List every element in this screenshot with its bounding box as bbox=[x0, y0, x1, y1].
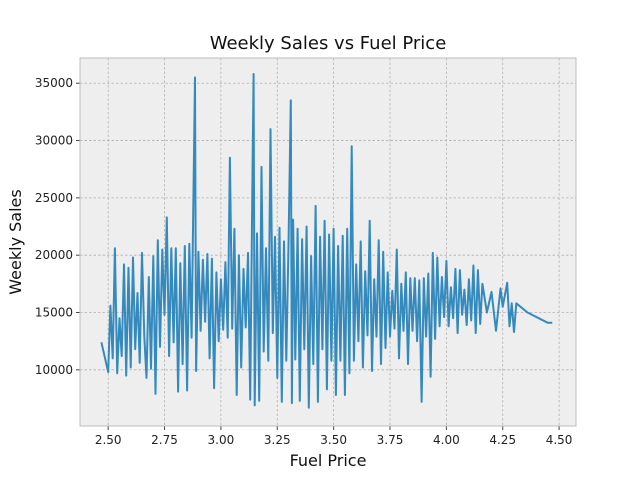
y-tick-label: 15000 bbox=[35, 306, 73, 320]
x-tick-label: 4.25 bbox=[489, 433, 516, 447]
y-axis-ticks: 10000 15000 20000 25000 30000 35000 bbox=[35, 76, 80, 377]
y-tick-label: 30000 bbox=[35, 134, 73, 148]
x-tick-label: 3.25 bbox=[264, 433, 291, 447]
series-line bbox=[100, 73, 553, 409]
y-tick-label: 35000 bbox=[35, 76, 73, 90]
x-tick-label: 3.75 bbox=[377, 433, 404, 447]
x-tick-label: 2.50 bbox=[95, 433, 122, 447]
x-tick-label: 2.75 bbox=[151, 433, 178, 447]
y-axis-label: Weekly Sales bbox=[6, 189, 25, 294]
plot-frame bbox=[79, 57, 577, 427]
x-tick-label: 4.00 bbox=[433, 433, 460, 447]
x-axis-label: Fuel Price bbox=[290, 451, 367, 470]
y-tick-label: 10000 bbox=[35, 363, 73, 377]
chart-title: Weekly Sales vs Fuel Price bbox=[210, 33, 447, 54]
y-tick-label: 20000 bbox=[35, 248, 73, 262]
y-tick-label: 25000 bbox=[35, 191, 73, 205]
x-tick-label: 3.00 bbox=[208, 433, 235, 447]
x-tick-label: 3.50 bbox=[320, 433, 347, 447]
x-tick-label: 4.50 bbox=[546, 433, 573, 447]
x-axis-ticks: 2.50 2.75 3.00 3.25 3.50 3.75 4.00 4.25 4.50 bbox=[95, 426, 573, 447]
